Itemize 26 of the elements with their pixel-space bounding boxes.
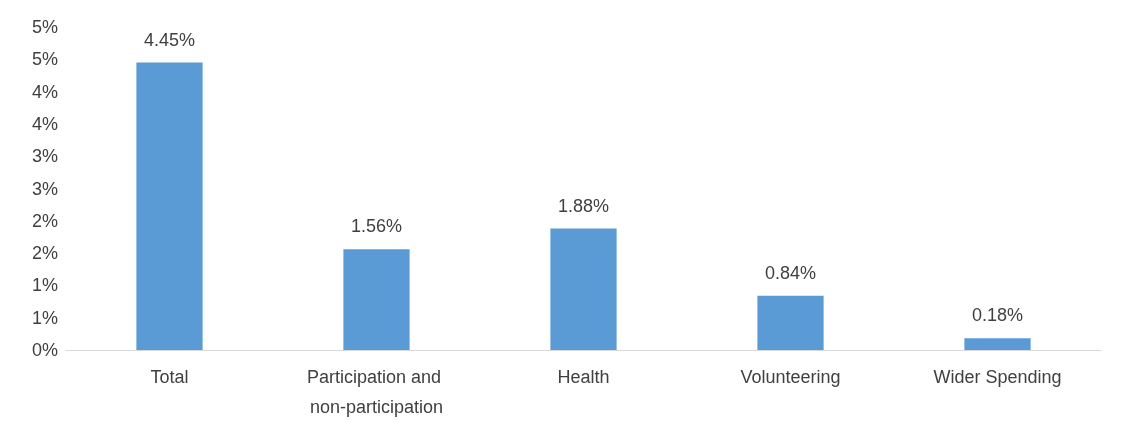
- y-tick-label: 1%: [31, 275, 58, 296]
- y-tick-label: 5%: [31, 49, 58, 70]
- y-tick-label: 0%: [31, 340, 58, 360]
- y-tick-label: 5%: [31, 17, 58, 37]
- y-tick-label: 1%: [31, 307, 58, 328]
- y-tick-label: 2%: [31, 243, 58, 264]
- bar: [964, 338, 1031, 350]
- bar: [550, 228, 617, 350]
- y-tick-label: 3%: [31, 178, 58, 199]
- x-tick-label: Wider Spending: [933, 367, 1062, 387]
- x-tick-label: Total: [150, 367, 189, 387]
- data-label: 1.56%: [350, 216, 403, 237]
- x-tick-label: Health: [557, 367, 610, 387]
- bar: [343, 249, 410, 350]
- y-tick-label: 4%: [31, 81, 58, 102]
- y-tick-label: 3%: [31, 146, 58, 167]
- data-label: 4.45%: [143, 29, 196, 50]
- bar: [757, 295, 824, 350]
- bar: [136, 62, 203, 350]
- x-tick-label: Participation and non-participation: [306, 367, 447, 417]
- data-label: 1.88%: [557, 195, 610, 216]
- y-tick-label: 2%: [31, 210, 58, 231]
- data-label: 0.84%: [764, 262, 817, 283]
- y-tick-label: 4%: [31, 113, 58, 134]
- x-tick-label: Volunteering: [740, 367, 841, 387]
- data-label: 0.18%: [971, 305, 1024, 326]
